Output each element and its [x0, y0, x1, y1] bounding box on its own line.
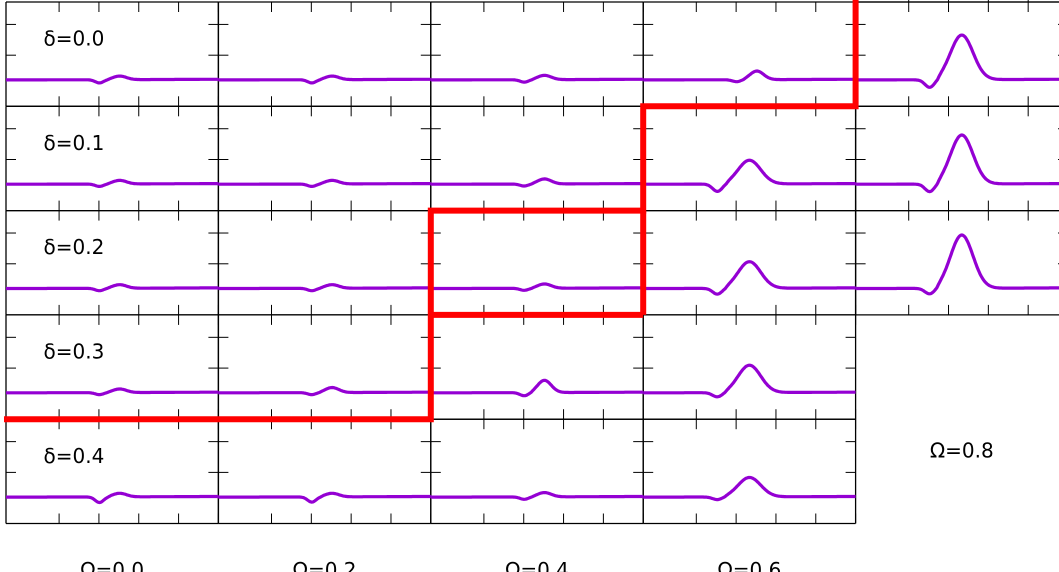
col-label-omega-3: Ω=0.6 [717, 558, 781, 572]
panel-r0-c3 [642, 1, 857, 107]
curve-layer [5, 33, 1059, 505]
curve-r0-c0 [5, 74, 219, 85]
phase-boundary [4, 0, 859, 423]
panel-r3-c3 [642, 314, 857, 420]
curve-r4-c3 [642, 475, 857, 502]
panel-r3-c0 [5, 314, 220, 420]
panel-r2-c1 [217, 209, 432, 316]
panel-r1-c2 [430, 105, 644, 212]
curve-r4-c0 [5, 491, 219, 505]
panel-r2-c0 [5, 209, 220, 316]
curve-r3-c3 [642, 363, 857, 399]
curve-r1-c3 [642, 158, 857, 193]
label-layer: δ=0.0 δ=0.1 δ=0.2 δ=0.3 δ=0.4 Ω=0.0 Ω=0.2 Ω=0.4… [44, 27, 994, 572]
row-label-delta-0: δ=0.0 [44, 27, 105, 51]
panel-r1-c4 [854, 1, 1059, 107]
curve-r2-c3 [642, 260, 857, 296]
col-label-omega-4: Ω=0.8 [930, 439, 994, 463]
curve-r4-c1 [217, 491, 432, 504]
panel-r3-c4 [854, 209, 1059, 316]
panel-r2-c4 [854, 105, 1059, 212]
panel-r1-c3 [642, 105, 857, 212]
panel-r4-c1 [217, 418, 432, 525]
panel-r0-c2 [430, 1, 644, 107]
row-label-delta-2: δ=0.2 [44, 235, 105, 259]
curve-r3-c4 [854, 233, 1059, 296]
panel-r0-c1 [217, 1, 432, 107]
panel-r0-c0 [5, 1, 220, 107]
curve-r3-c1 [217, 385, 432, 397]
panel-r3-c1 [217, 314, 432, 420]
panel-r2-c2 [430, 209, 644, 316]
curve-r0-c3 [642, 69, 857, 84]
curve-r3-c2 [430, 378, 644, 398]
panel-r4-c3 [642, 418, 857, 525]
curve-r1-c2 [430, 177, 644, 188]
boundary-line-main [4, 0, 859, 423]
panel-r4-c2 [430, 418, 644, 525]
curve-r1-c0 [5, 178, 219, 188]
curve-r2-c2 [430, 282, 644, 292]
curve-r2-c1 [217, 283, 432, 293]
curve-r2-c0 [5, 283, 219, 293]
panel-r1-c0 [5, 105, 220, 212]
row-label-delta-3: δ=0.3 [44, 339, 105, 363]
curve-r3-c0 [5, 387, 219, 397]
curve-r2-c4 [854, 133, 1059, 194]
curve-r1-c4 [854, 33, 1059, 89]
row-label-delta-4: δ=0.4 [44, 444, 105, 468]
curve-r0-c1 [217, 74, 432, 85]
col-label-omega-1: Ω=0.2 [293, 558, 357, 572]
curve-r1-c1 [217, 178, 432, 188]
col-label-omega-0: Ω=0.0 [80, 558, 144, 572]
col-label-omega-2: Ω=0.4 [505, 558, 569, 572]
row-label-delta-1: δ=0.1 [44, 131, 105, 155]
curve-r0-c2 [430, 73, 644, 84]
curve-r4-c2 [430, 491, 644, 501]
panel-r1-c1 [217, 105, 432, 212]
panel-r3-c2 [430, 314, 644, 420]
panel-r4-c0 [5, 418, 220, 525]
